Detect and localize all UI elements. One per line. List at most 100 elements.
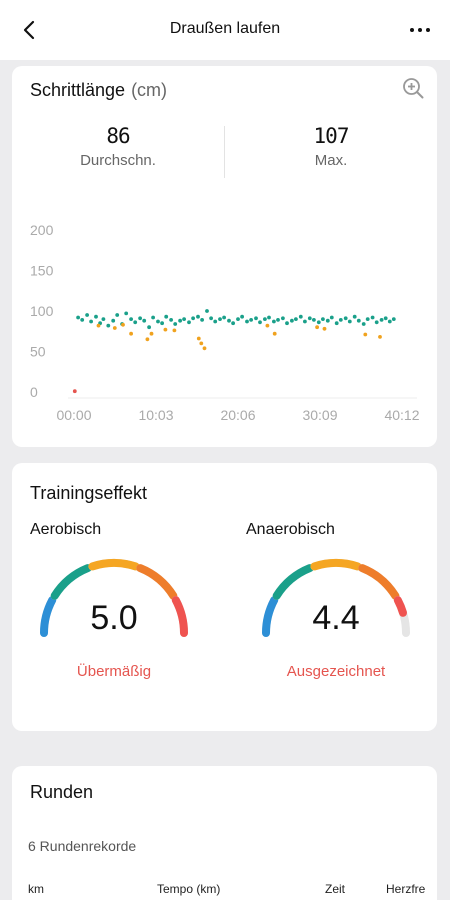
- stat-average: 86 Durchschn.: [12, 124, 224, 169]
- data-point-green: [272, 319, 276, 324]
- gauge-fill-segment: [310, 559, 362, 571]
- data-point-green: [160, 321, 165, 326]
- data-point-orange: [322, 326, 327, 331]
- data-point-green: [187, 320, 191, 325]
- data-point-green: [133, 320, 138, 325]
- laps-subtitle: 6 Rundenrekorde: [28, 838, 137, 854]
- data-point-green: [294, 317, 298, 321]
- y-tick-label: 200: [30, 222, 54, 238]
- data-point-green: [263, 317, 267, 321]
- data-point-green: [374, 320, 379, 325]
- data-point-green: [321, 317, 325, 321]
- gauge-fill-segment: [39, 596, 57, 637]
- back-arrow-icon[interactable]: [16, 16, 44, 44]
- max-label: Max.: [314, 152, 348, 169]
- data-point-green: [196, 314, 200, 319]
- y-tick-label: 0: [30, 384, 38, 400]
- data-point-orange: [378, 335, 382, 339]
- more-options-icon[interactable]: [408, 18, 432, 42]
- data-point-green: [156, 319, 160, 324]
- data-point-green: [169, 318, 174, 322]
- aerobic-label: Aerobisch: [30, 521, 102, 538]
- x-tick-label: 30:09: [302, 407, 337, 423]
- data-point-green: [89, 319, 93, 324]
- data-point-green: [80, 318, 85, 322]
- x-tick-label: 10:03: [138, 407, 173, 423]
- col-header-pace: Tempo (km): [157, 882, 221, 896]
- data-point-orange: [149, 331, 154, 336]
- zoom-in-icon[interactable]: [401, 76, 425, 100]
- data-point-green: [249, 318, 254, 322]
- gauge-fill-segment: [50, 564, 92, 600]
- data-point-green: [227, 318, 231, 323]
- gauge-fill-segment: [171, 596, 189, 637]
- data-point-green: [200, 318, 205, 322]
- data-point-green: [209, 316, 214, 321]
- training-title: Trainingseffekt: [30, 483, 148, 503]
- data-point-green: [213, 319, 218, 324]
- data-point-orange: [145, 337, 150, 342]
- data-point-green: [370, 315, 375, 320]
- data-point-green: [205, 309, 209, 313]
- max-value: 107: [313, 124, 350, 148]
- x-tick-label: 00:00: [56, 407, 91, 423]
- data-point-green: [329, 315, 334, 320]
- stride-unit: (cm): [131, 80, 168, 100]
- data-point-orange: [112, 326, 117, 330]
- data-point-green: [124, 311, 129, 316]
- data-point-orange: [199, 341, 204, 346]
- data-point-green: [236, 317, 240, 321]
- data-point-orange: [129, 331, 133, 336]
- data-point-green: [276, 318, 280, 322]
- col-header-km: km: [28, 882, 44, 896]
- data-point-green: [94, 314, 98, 319]
- gauge-fill-segment: [272, 564, 314, 600]
- top-app-bar: Draußen laufen: [0, 0, 450, 60]
- data-point-orange: [121, 322, 125, 327]
- data-point-orange: [265, 323, 270, 328]
- data-point-green: [290, 318, 294, 323]
- data-point-green: [164, 314, 169, 319]
- anaerobic-status: Ausgezeichnet: [286, 663, 386, 680]
- data-point-green: [101, 317, 106, 321]
- stat-divider: [224, 126, 225, 178]
- data-point-green: [222, 315, 227, 320]
- data-point-green: [383, 316, 388, 321]
- page-title: Draußen laufen: [169, 20, 281, 37]
- data-point-green: [178, 318, 183, 323]
- training-effect-card: Trainingseffekt Aerobisch 5.0 Übermäßig …: [12, 463, 437, 731]
- aerobic-value: 5.0: [90, 599, 138, 637]
- y-tick-label: 50: [30, 344, 46, 360]
- data-point-green: [245, 319, 249, 324]
- data-point-orange: [96, 323, 101, 328]
- data-point-green: [347, 319, 352, 324]
- data-point-green: [307, 316, 312, 321]
- data-point-green: [147, 325, 152, 330]
- data-point-green: [356, 318, 361, 323]
- data-point-orange: [172, 328, 177, 333]
- aerobic-status: Übermäßig: [76, 663, 152, 680]
- data-point-green: [338, 318, 343, 322]
- gauge-fill-segment: [358, 564, 400, 600]
- data-point-green: [312, 318, 316, 322]
- average-label: Durchschn.: [80, 152, 156, 169]
- data-point-orange: [196, 336, 201, 341]
- data-point-green: [281, 316, 285, 321]
- data-point-green: [258, 320, 262, 325]
- data-point-green: [218, 317, 222, 321]
- data-point-green: [254, 316, 258, 321]
- anaerobic-value: 4.4: [312, 599, 360, 637]
- data-point-green: [361, 322, 366, 326]
- data-point-green: [151, 315, 156, 320]
- data-point-green: [142, 318, 147, 323]
- average-value: 86: [106, 124, 130, 148]
- data-point-green: [387, 319, 392, 324]
- x-tick-label: 40:12: [384, 407, 419, 423]
- data-point-green: [85, 313, 89, 317]
- y-tick-label: 100: [30, 303, 54, 319]
- stride-length-card: Schrittlänge (cm) 86 Durchschn. 107 Max. …: [12, 66, 437, 447]
- data-point-green: [240, 314, 245, 319]
- x-tick-label: 20:06: [220, 407, 255, 423]
- data-point-green: [391, 317, 396, 321]
- gauge-fill-segment: [136, 564, 178, 600]
